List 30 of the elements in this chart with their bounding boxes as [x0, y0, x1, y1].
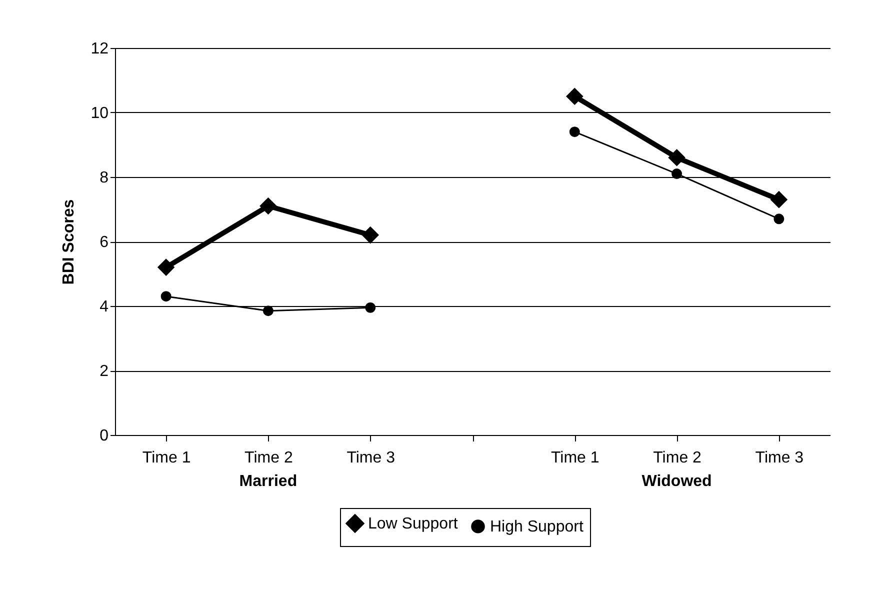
point	[668, 148, 686, 166]
x-tick-label: Time 1	[550, 450, 600, 466]
x-tick-label: Time 3	[346, 450, 396, 466]
point	[672, 168, 682, 180]
point	[157, 258, 175, 276]
y-tick-label: 6	[100, 234, 109, 251]
point	[774, 214, 784, 224]
text: Married	[239, 473, 298, 491]
point	[362, 226, 380, 244]
y-tick-label: 10	[90, 105, 109, 122]
point	[566, 88, 584, 106]
x-tick-label: Time 1	[142, 450, 191, 466]
x-tick-label: Time 3	[755, 450, 804, 466]
y-tick-label: 0	[100, 428, 109, 444]
y-tick-label: 2	[100, 363, 109, 380]
y-tick-label: 8	[100, 170, 109, 186]
legend-label: Low Support	[368, 515, 458, 532]
y-tick-label: 12	[90, 40, 109, 58]
text: Widowed	[642, 473, 712, 491]
point	[260, 197, 277, 215]
x-tick-label: Time 2	[244, 450, 293, 466]
x-tick-label: Time 2	[653, 450, 702, 466]
point	[569, 126, 580, 138]
legend-label: High Support	[490, 518, 584, 536]
point	[262, 306, 274, 316]
point	[160, 291, 172, 302]
y-axis-title: BDI Scores	[60, 199, 78, 285]
point	[770, 190, 788, 208]
y-tick-label: 4	[100, 298, 109, 316]
point	[365, 302, 376, 313]
